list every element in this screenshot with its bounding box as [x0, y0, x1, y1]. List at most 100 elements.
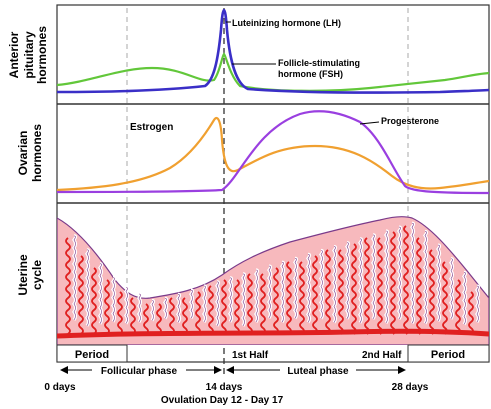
luteal-arrow-left-head: [226, 366, 234, 374]
uterine-gland-outline: [359, 238, 362, 323]
basal-vessel: [57, 328, 489, 339]
uterine-gland-outline: [138, 293, 141, 323]
spiral-artery: [156, 303, 162, 335]
uterine-gland-outline: [476, 285, 479, 323]
uterine-gland-outline: [450, 258, 453, 319]
uterine-gland-outline: [333, 246, 336, 323]
uterine-gland-outline: [151, 300, 154, 321]
period-box-right: [407, 344, 490, 363]
endometrium-illustration: [57, 216, 489, 345]
spiral-artery: [377, 237, 383, 335]
follicular-label-bg: [92, 363, 186, 377]
uterine-gland-outline: [125, 287, 128, 324]
uterine-gland-outline: [346, 242, 349, 319]
spiral-artery: [143, 303, 149, 335]
uterine-glands: [72, 221, 481, 327]
progesterone-label: Progesterone: [381, 116, 439, 126]
spiral-artery: [182, 297, 188, 335]
uterine-gland-outline: [385, 230, 388, 324]
uterine-gland-outline: [86, 249, 89, 326]
spiral-artery: [390, 231, 396, 335]
day-14-label: 14 days: [206, 382, 243, 393]
lh-label: Luteinizing hormone (LH): [232, 18, 341, 28]
spiral-artery: [416, 237, 422, 335]
spiral-artery: [338, 249, 344, 335]
luteal-label-bg: [280, 363, 356, 377]
spiral-artery: [442, 261, 448, 335]
day-0-label: 0 days: [44, 382, 76, 393]
follicular-phase-label: Follicular phase: [101, 366, 178, 377]
row-label-cycle: cycle: [30, 260, 44, 290]
day-28-label: 28 days: [392, 382, 429, 393]
uterine-gland-outline: [411, 222, 414, 324]
uterine-gland-outline: [229, 277, 232, 322]
uterine-gland-outline: [463, 272, 466, 325]
row-label-hormones-2: hormones: [30, 124, 44, 182]
spiral-artery: [91, 267, 97, 335]
spiral-artery: [286, 261, 292, 335]
fsh-label-line2: hormone (FSH): [278, 69, 343, 79]
progesterone-pointer: [359, 121, 380, 125]
uterine-gland-outline: [398, 226, 401, 320]
spiral-artery: [195, 291, 201, 335]
first-half-label: 1st Half: [232, 350, 269, 361]
uterine-gland-outline: [164, 298, 167, 319]
uterine-gland-outline: [99, 263, 102, 324]
spiral-artery: [247, 273, 253, 335]
spiral-artery: [234, 279, 240, 335]
row-label-anterior: Anterior: [7, 31, 21, 78]
follicular-arrow-left-head: [60, 366, 68, 374]
uterine-gland-outline: [190, 289, 193, 319]
ovulation-window-label: Ovulation Day 12 - Day 17: [161, 395, 284, 406]
row-label-ovarian: Ovarian: [16, 131, 30, 176]
spiral-artery: [221, 279, 227, 335]
second-half-label: 2nd Half: [362, 350, 402, 361]
period-right-label: Period: [431, 349, 465, 361]
fsh-label-line1: Follicle-stimulating: [278, 58, 360, 68]
spiral-artery: [130, 297, 136, 335]
spiral-artery: [403, 225, 409, 335]
spiral-artery: [468, 291, 474, 335]
spiral-artery: [208, 285, 214, 335]
spiral-artery: [455, 279, 461, 335]
uterine-gland-outline: [437, 244, 440, 322]
row-label-uterine: Uterine: [16, 254, 30, 296]
uterine-gland-outline: [216, 281, 219, 327]
uterine-gland-outline: [281, 261, 284, 323]
uterine-gland-outline: [372, 234, 375, 320]
row-label-hormones-1: hormones: [35, 26, 49, 84]
uterine-gland-outline: [255, 269, 258, 323]
diagram-frame: [56, 4, 490, 363]
row-label-pituitary: pituitary: [22, 31, 36, 79]
estrogen-label: Estrogen: [130, 122, 173, 133]
spiral-artery: [104, 279, 110, 335]
period-left-label: Period: [75, 349, 109, 361]
spiral-artery: [273, 267, 279, 335]
uterine-gland-outline: [112, 277, 115, 322]
uterine-gland-outline: [294, 258, 297, 319]
uterine-gland-outline: [307, 254, 310, 323]
lh-curve: [57, 8, 489, 94]
follicular-arrow-right-head: [214, 366, 222, 374]
uterine-gland-outline: [177, 294, 180, 323]
uterine-gland-outline: [320, 250, 323, 319]
spiral-artery: [351, 243, 357, 335]
spiral-artery: [169, 297, 175, 335]
luteal-phase-label: Luteal phase: [287, 366, 349, 377]
fsh-curve: [57, 52, 489, 92]
spiral-artery: [65, 237, 71, 335]
uterine-gland-outline: [268, 265, 271, 319]
uterine-gland-outline: [424, 231, 427, 324]
uterine-gland-outline: [242, 273, 245, 327]
spiral-artery: [117, 291, 123, 335]
spiral-arteries: [65, 225, 474, 335]
uterine-gland-outline: [73, 235, 76, 321]
progesterone-curve: [57, 110, 489, 195]
uterine-gland-outline: [203, 285, 206, 323]
spiral-artery: [78, 255, 84, 335]
luteal-arrow-right-head: [398, 366, 406, 374]
spiral-artery: [312, 255, 318, 335]
spiral-artery: [325, 249, 331, 335]
spiral-artery: [364, 237, 370, 335]
